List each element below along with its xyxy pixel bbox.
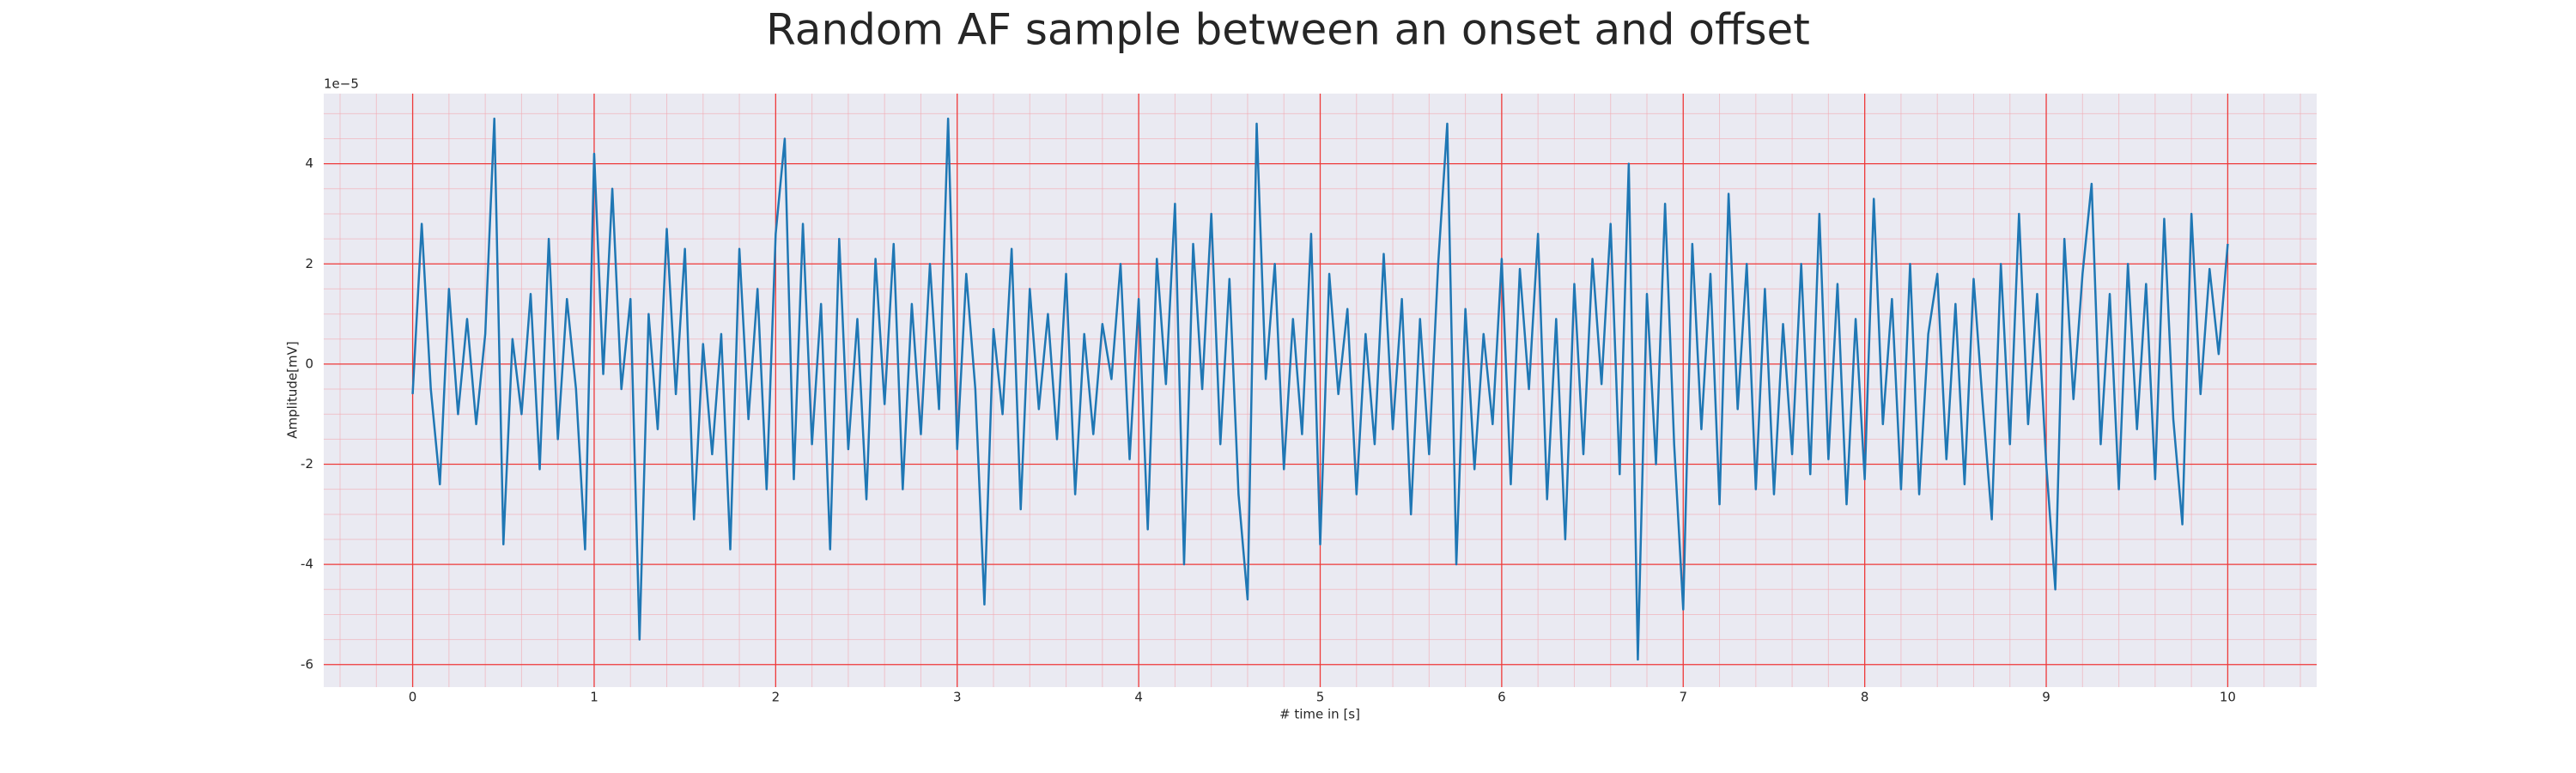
labels: Random AF sample between an onset and of… <box>285 5 2236 722</box>
chart-title: Random AF sample between an onset and of… <box>766 5 1810 55</box>
x-tick-label: 2 <box>772 690 781 705</box>
x-tick-label: 10 <box>2220 690 2236 705</box>
x-tick-label: 0 <box>409 690 417 705</box>
grid <box>324 94 2317 687</box>
x-tick-label: 7 <box>1679 690 1687 705</box>
y-offset-label: 1e−5 <box>324 76 359 92</box>
y-axis-label: Amplitude[mV] <box>285 341 301 438</box>
x-tick-label: 6 <box>1498 690 1506 705</box>
x-tick-label: 1 <box>590 690 598 705</box>
x-tick-label: 5 <box>1316 690 1325 705</box>
y-tick-label: -6 <box>301 656 313 672</box>
y-tick-label: -4 <box>301 557 313 572</box>
y-tick-label: 0 <box>305 356 313 371</box>
x-axis-label: # time in [s] <box>1279 707 1360 722</box>
x-tick-label: 8 <box>1861 690 1869 705</box>
marks <box>411 117 2229 661</box>
y-tick-label: 4 <box>305 155 313 171</box>
x-tick-label: 3 <box>953 690 962 705</box>
x-tick-label: 9 <box>2042 690 2050 705</box>
y-tick-label: 2 <box>305 256 313 271</box>
signal-line <box>411 117 2229 661</box>
x-tick-label: 4 <box>1134 690 1143 705</box>
y-tick-label: -2 <box>301 456 313 472</box>
